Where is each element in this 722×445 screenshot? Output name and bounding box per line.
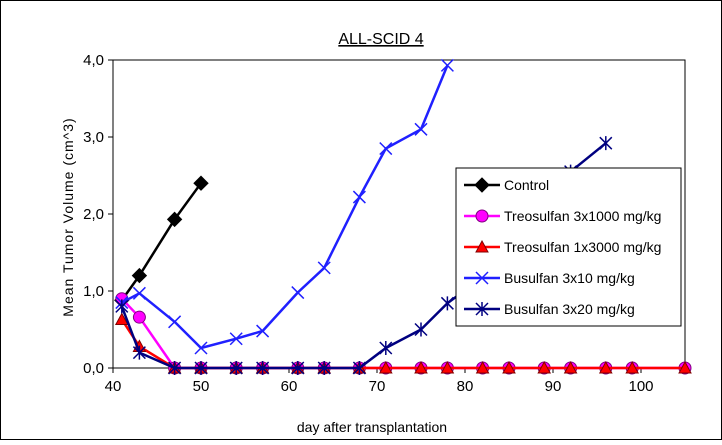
x-tick-label: 50	[193, 378, 210, 395]
data-point	[229, 332, 243, 346]
legend-item: Busulfan 3x20 mg/kg	[464, 301, 635, 317]
data-point	[352, 190, 366, 204]
data-point	[317, 361, 331, 375]
data-point	[475, 239, 489, 253]
y-tick-label: 3,0	[83, 129, 104, 146]
data-point	[378, 360, 393, 374]
data-point	[599, 136, 613, 151]
data-point	[440, 360, 455, 374]
data-point	[537, 360, 552, 374]
data-point	[317, 261, 331, 275]
data-point	[291, 286, 305, 300]
y-tick-label: 1,0	[83, 283, 104, 300]
data-point	[379, 142, 393, 156]
data-point	[132, 286, 146, 300]
data-point	[414, 322, 428, 337]
data-point	[194, 361, 208, 375]
legend-label: Treosulfan 3x1000 mg/kg	[504, 208, 661, 224]
x-tick-label: 60	[281, 378, 298, 395]
y-tick-label: 4,0	[83, 52, 104, 69]
legend: Control Treosulfan 3x1000 mg/kg Treosulfan…	[455, 167, 682, 327]
data-point	[256, 324, 270, 338]
data-point	[194, 341, 208, 355]
y-tick-label: 2,0	[83, 206, 104, 223]
data-point	[474, 177, 490, 193]
legend-label: Busulfan 3x10 mg/kg	[504, 270, 635, 286]
data-point	[440, 296, 454, 311]
data-point	[625, 360, 640, 374]
data-point	[475, 209, 489, 223]
series-line	[121, 64, 449, 350]
data-point	[475, 360, 490, 374]
data-point	[115, 299, 129, 314]
data-point	[352, 361, 366, 375]
data-point	[166, 211, 183, 228]
data-point	[414, 122, 428, 136]
data-point	[475, 271, 489, 285]
y-axis-label: Mean Tumor Volume (cm^3)	[60, 117, 76, 316]
data-point	[168, 315, 182, 329]
data-point	[563, 360, 578, 374]
data-point	[114, 312, 129, 325]
data-point	[502, 360, 516, 374]
legend-item: Treosulfan 3x1000 mg/kg	[464, 208, 661, 224]
data-point	[229, 361, 243, 375]
legend-item: Treosulfan 1x3000 mg/kg	[464, 239, 661, 255]
data-point	[132, 345, 146, 360]
data-point	[291, 361, 305, 375]
data-point	[379, 340, 393, 355]
data-point	[440, 58, 454, 72]
legend-label: Control	[504, 177, 549, 193]
x-tick-label: 90	[545, 378, 562, 395]
data-point	[131, 267, 148, 284]
data-point	[598, 360, 613, 374]
data-point	[132, 310, 146, 324]
data-point	[414, 360, 428, 374]
x-tick-label: 40	[105, 378, 122, 395]
legend-label: Busulfan 3x20 mg/kg	[504, 301, 635, 317]
data-point	[475, 302, 489, 316]
series-line	[120, 182, 203, 301]
chart-title: ALL-SCID 4	[338, 31, 423, 48]
legend-label: Treosulfan 1x3000 mg/kg	[504, 239, 661, 255]
data-point	[168, 361, 182, 375]
x-tick-label: 80	[457, 378, 474, 395]
legend-item: Control	[464, 177, 549, 193]
data-point	[193, 175, 209, 191]
data-point	[256, 361, 270, 375]
series-layer	[114, 58, 692, 375]
x-axis-label: day after transplantation	[297, 419, 447, 435]
data-point	[678, 360, 692, 374]
x-tick-label: 100	[628, 378, 653, 395]
y-tick-label: 0,0	[83, 360, 104, 377]
legend-item: Busulfan 3x10 mg/kg	[464, 270, 635, 286]
x-tick-label: 70	[369, 378, 386, 395]
